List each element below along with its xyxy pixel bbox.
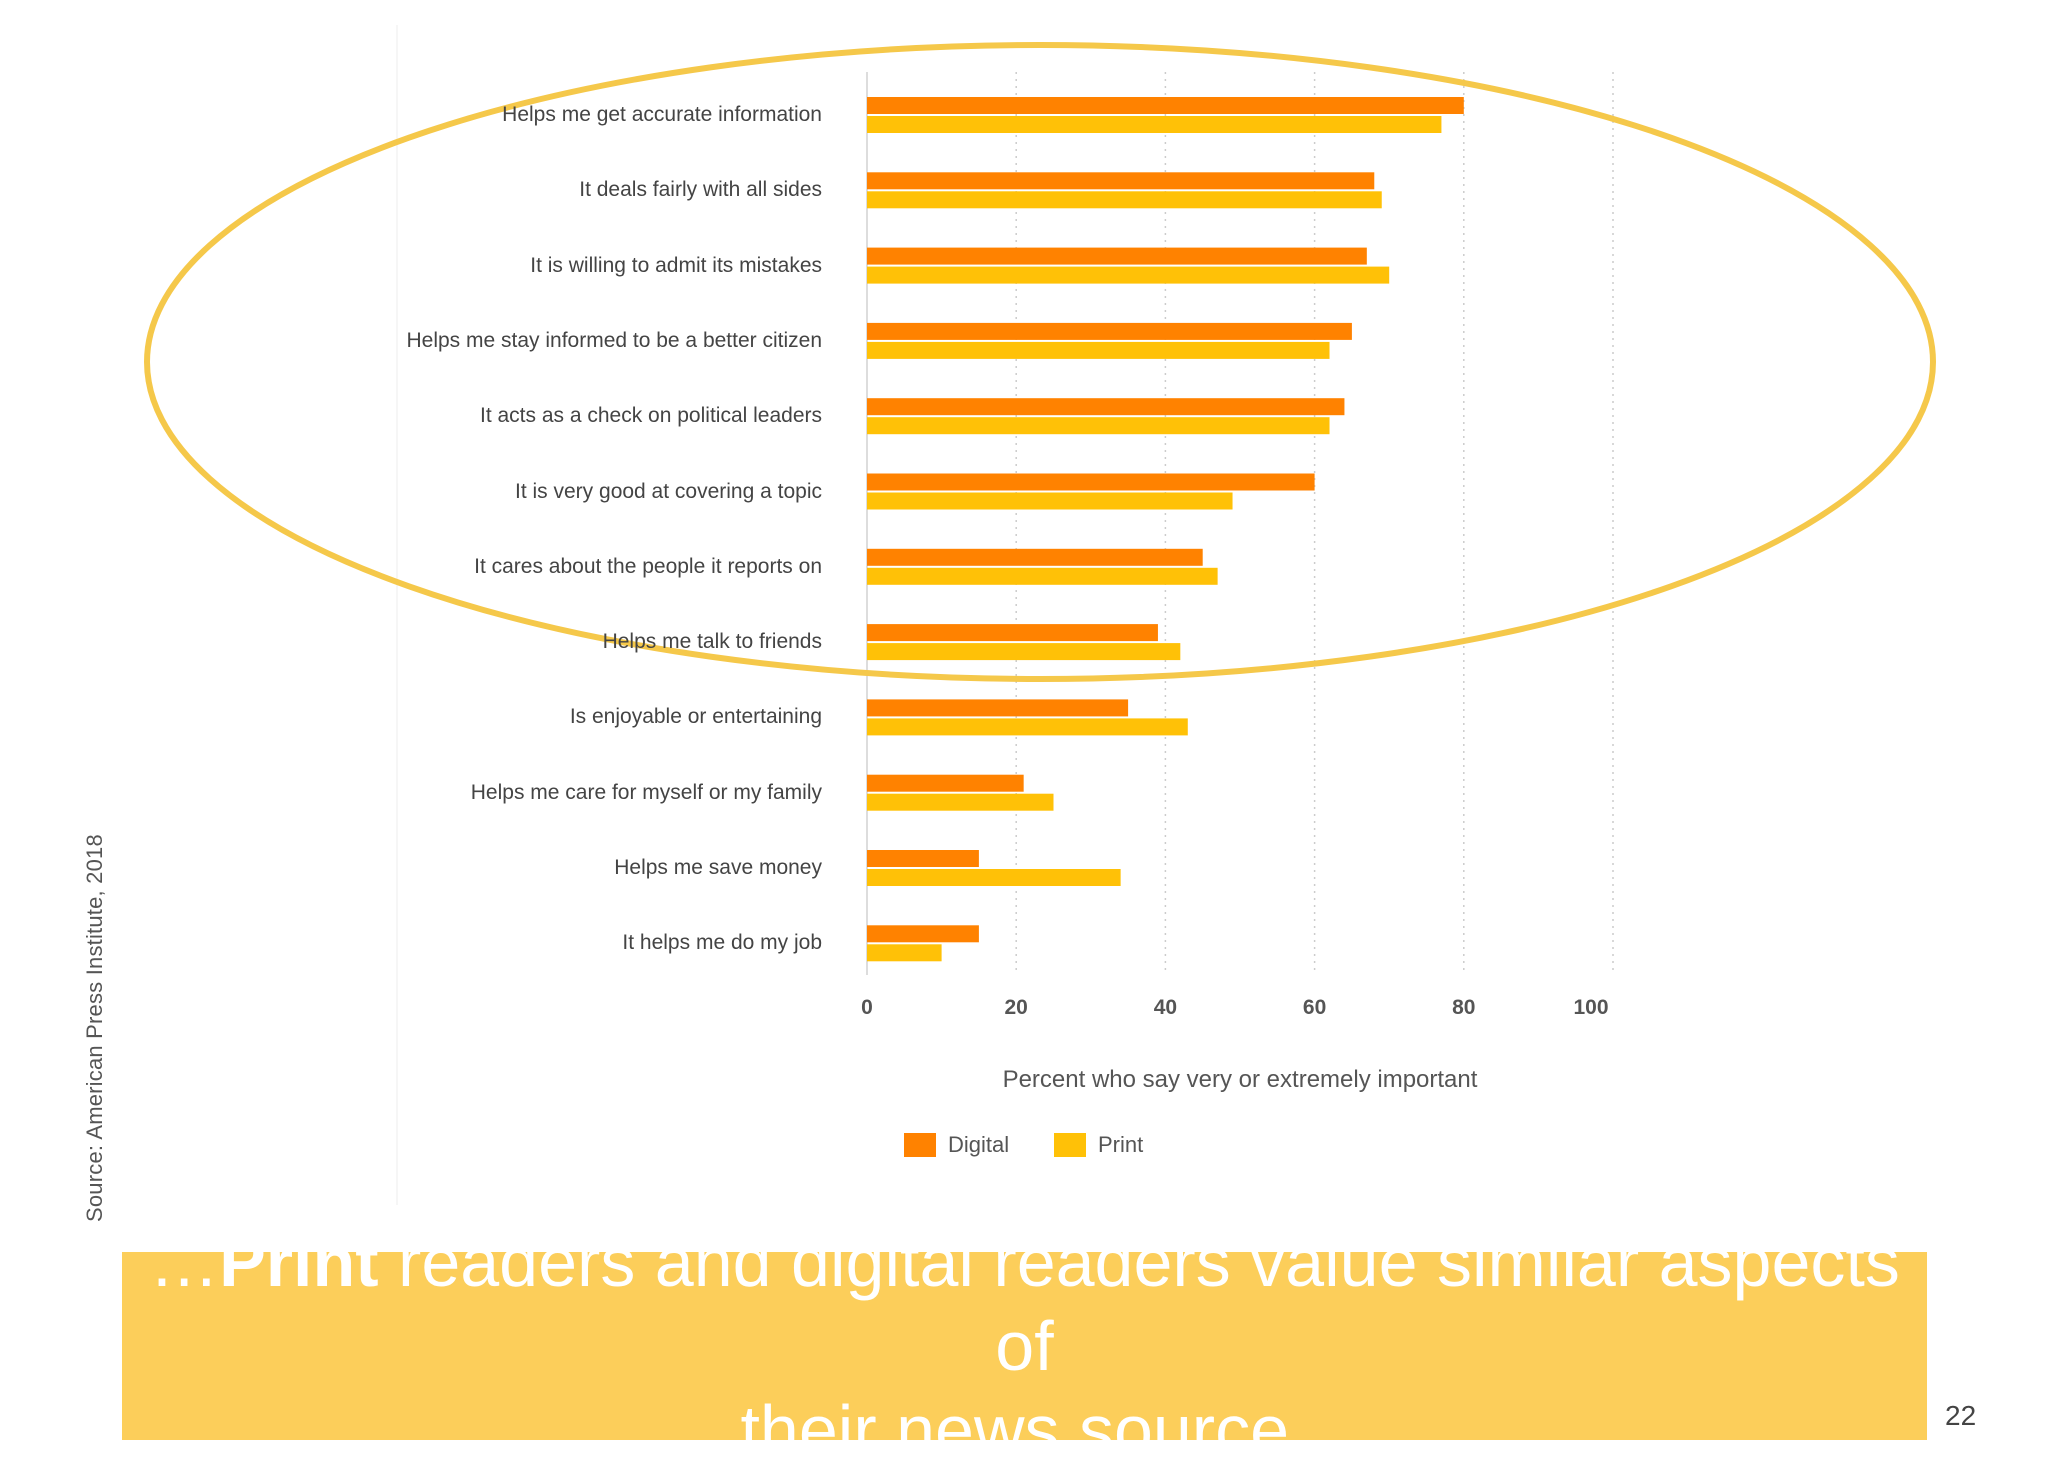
bar-print-4: [867, 417, 1330, 435]
category-label-7: Helps me talk to friends: [602, 630, 822, 654]
category-label-8: Is enjoyable or entertaining: [569, 705, 822, 729]
highlight-ellipse: [144, 42, 1936, 682]
bar-print-3: [867, 341, 1330, 359]
bar-digital-2: [867, 247, 1367, 265]
category-label-1: It deals fairly with all sides: [579, 178, 822, 202]
bar-digital-3: [867, 322, 1352, 340]
legend-swatch-print: [1054, 1133, 1086, 1157]
bar-digital-10: [867, 850, 979, 867]
banner-line1-text: readers and digital readers value simila…: [378, 1223, 1900, 1385]
banner-emphasis: Print: [219, 1223, 379, 1301]
bar-digital-0: [867, 97, 1464, 114]
category-label-6: It cares about the people it reports on: [474, 554, 822, 578]
bar-print-0: [867, 116, 1442, 133]
bar-print-1: [867, 191, 1382, 209]
bar-print-11: [867, 944, 942, 962]
banner-prefix: …: [149, 1223, 220, 1301]
takeaway-banner: …Print readers and digital readers value…: [122, 1223, 1927, 1469]
bar-digital-4: [867, 398, 1345, 416]
bar-digital-1: [867, 172, 1375, 190]
category-label-5: It is very good at covering a topic: [515, 479, 822, 503]
source-caption: Source: American Press Institute, 2018: [82, 834, 107, 1222]
x-tick-label-40: 40: [1153, 996, 1178, 1019]
category-label-0: Helps me get accurate information: [502, 103, 822, 126]
bar-print-6: [867, 567, 1218, 585]
bar-print-5: [867, 492, 1233, 510]
x-axis-title: Percent who say very or extremely import…: [1002, 1066, 1478, 1093]
x-tick-label-0: 0: [861, 996, 873, 1019]
bar-print-9: [867, 793, 1054, 811]
category-label-9: Helps me care for myself or my family: [470, 780, 822, 804]
bar-digital-7: [867, 624, 1158, 642]
legend-item-print: Print: [1054, 1130, 1143, 1160]
bar-print-7: [867, 643, 1181, 661]
banner-line-2: their news source.: [740, 1391, 1309, 1469]
x-tick-label-80: 80: [1452, 996, 1476, 1019]
bar-print-8: [867, 718, 1188, 736]
banner-line-1: …Print readers and digital readers value…: [122, 1220, 1927, 1388]
bar-digital-11: [867, 925, 979, 943]
legend-label-print: Print: [1098, 1132, 1144, 1157]
category-label-11: It helps me do my job: [622, 931, 822, 955]
bar-digital-5: [867, 473, 1315, 491]
category-label-4: It acts as a check on political leaders: [479, 404, 822, 428]
category-label-2: It is willing to admit its mistakes: [530, 253, 822, 277]
x-tick-label-20: 20: [1004, 996, 1028, 1019]
page-number: 22: [1945, 1400, 1977, 1431]
x-tick-label-60: 60: [1302, 996, 1327, 1019]
legend-item-digital: Digital: [904, 1130, 1009, 1160]
bar-digital-6: [867, 548, 1203, 566]
category-label-10: Helps me save money: [614, 856, 822, 879]
bar-digital-9: [867, 774, 1024, 792]
bar-print-2: [867, 266, 1390, 284]
bar-print-10: [867, 869, 1121, 886]
x-tick-label-100: 100: [1573, 996, 1609, 1019]
legend-label-digital: Digital: [948, 1132, 1010, 1157]
legend-swatch-digital: [904, 1133, 936, 1157]
category-label-3: Helps me stay informed to be a better ci…: [406, 328, 822, 352]
bar-digital-8: [867, 699, 1129, 717]
